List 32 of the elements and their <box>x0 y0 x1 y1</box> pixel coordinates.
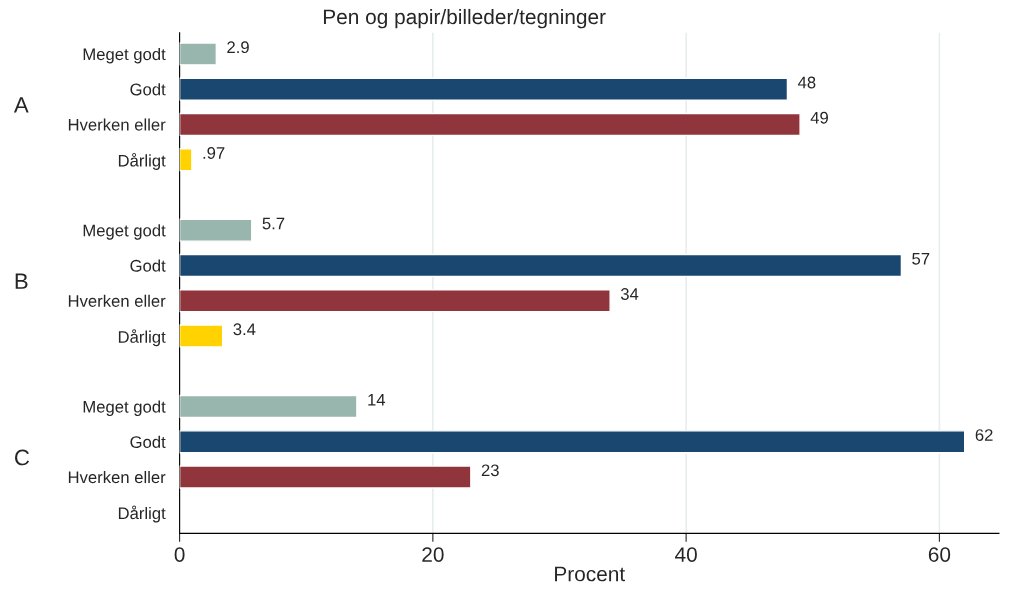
x-axis-title: Procent <box>555 566 625 582</box>
data-label: 34 <box>620 288 639 300</box>
y-tick-label: Godt <box>130 259 166 272</box>
data-label: .97 <box>203 147 225 159</box>
y-tick-label: Dårligt <box>118 152 166 170</box>
data-label: 14 <box>368 394 386 406</box>
x-tick-label: 20 <box>422 547 444 562</box>
x-tick-label: 60 <box>928 547 951 562</box>
data-label: 57 <box>912 253 930 265</box>
y-tick-label: Dårligt <box>118 329 166 347</box>
text: B <box>15 273 28 289</box>
data-label: 48 <box>797 76 816 89</box>
text: C <box>15 449 30 466</box>
data-label: 3.4 <box>233 323 256 336</box>
data-label: 49 <box>810 111 828 124</box>
data-label: 23 <box>481 464 499 477</box>
y-tick-label: Hverken eller <box>68 118 166 131</box>
x-tick-label: 0 <box>174 547 185 562</box>
y-tick-label: Dårligt <box>118 505 166 523</box>
y-tick-label: Meget godt <box>83 47 166 64</box>
y-tick-label: Meget godt <box>83 224 166 240</box>
chart-title: Pen og papir/billeder/tegninger <box>323 8 606 29</box>
data-label: 5.7 <box>262 217 285 230</box>
y-tick-label: Meget godt <box>83 400 166 416</box>
y-tick-label: Godt <box>130 83 166 96</box>
y-tick-label: Godt <box>130 435 166 448</box>
data-label: 2.9 <box>227 41 249 54</box>
y-tick-label: Hverken eller <box>68 470 166 484</box>
text: A <box>13 97 29 113</box>
x-tick-label: 40 <box>675 547 697 562</box>
y-tick-label: Hverken eller <box>68 294 166 307</box>
data-label: 62 <box>975 429 993 441</box>
